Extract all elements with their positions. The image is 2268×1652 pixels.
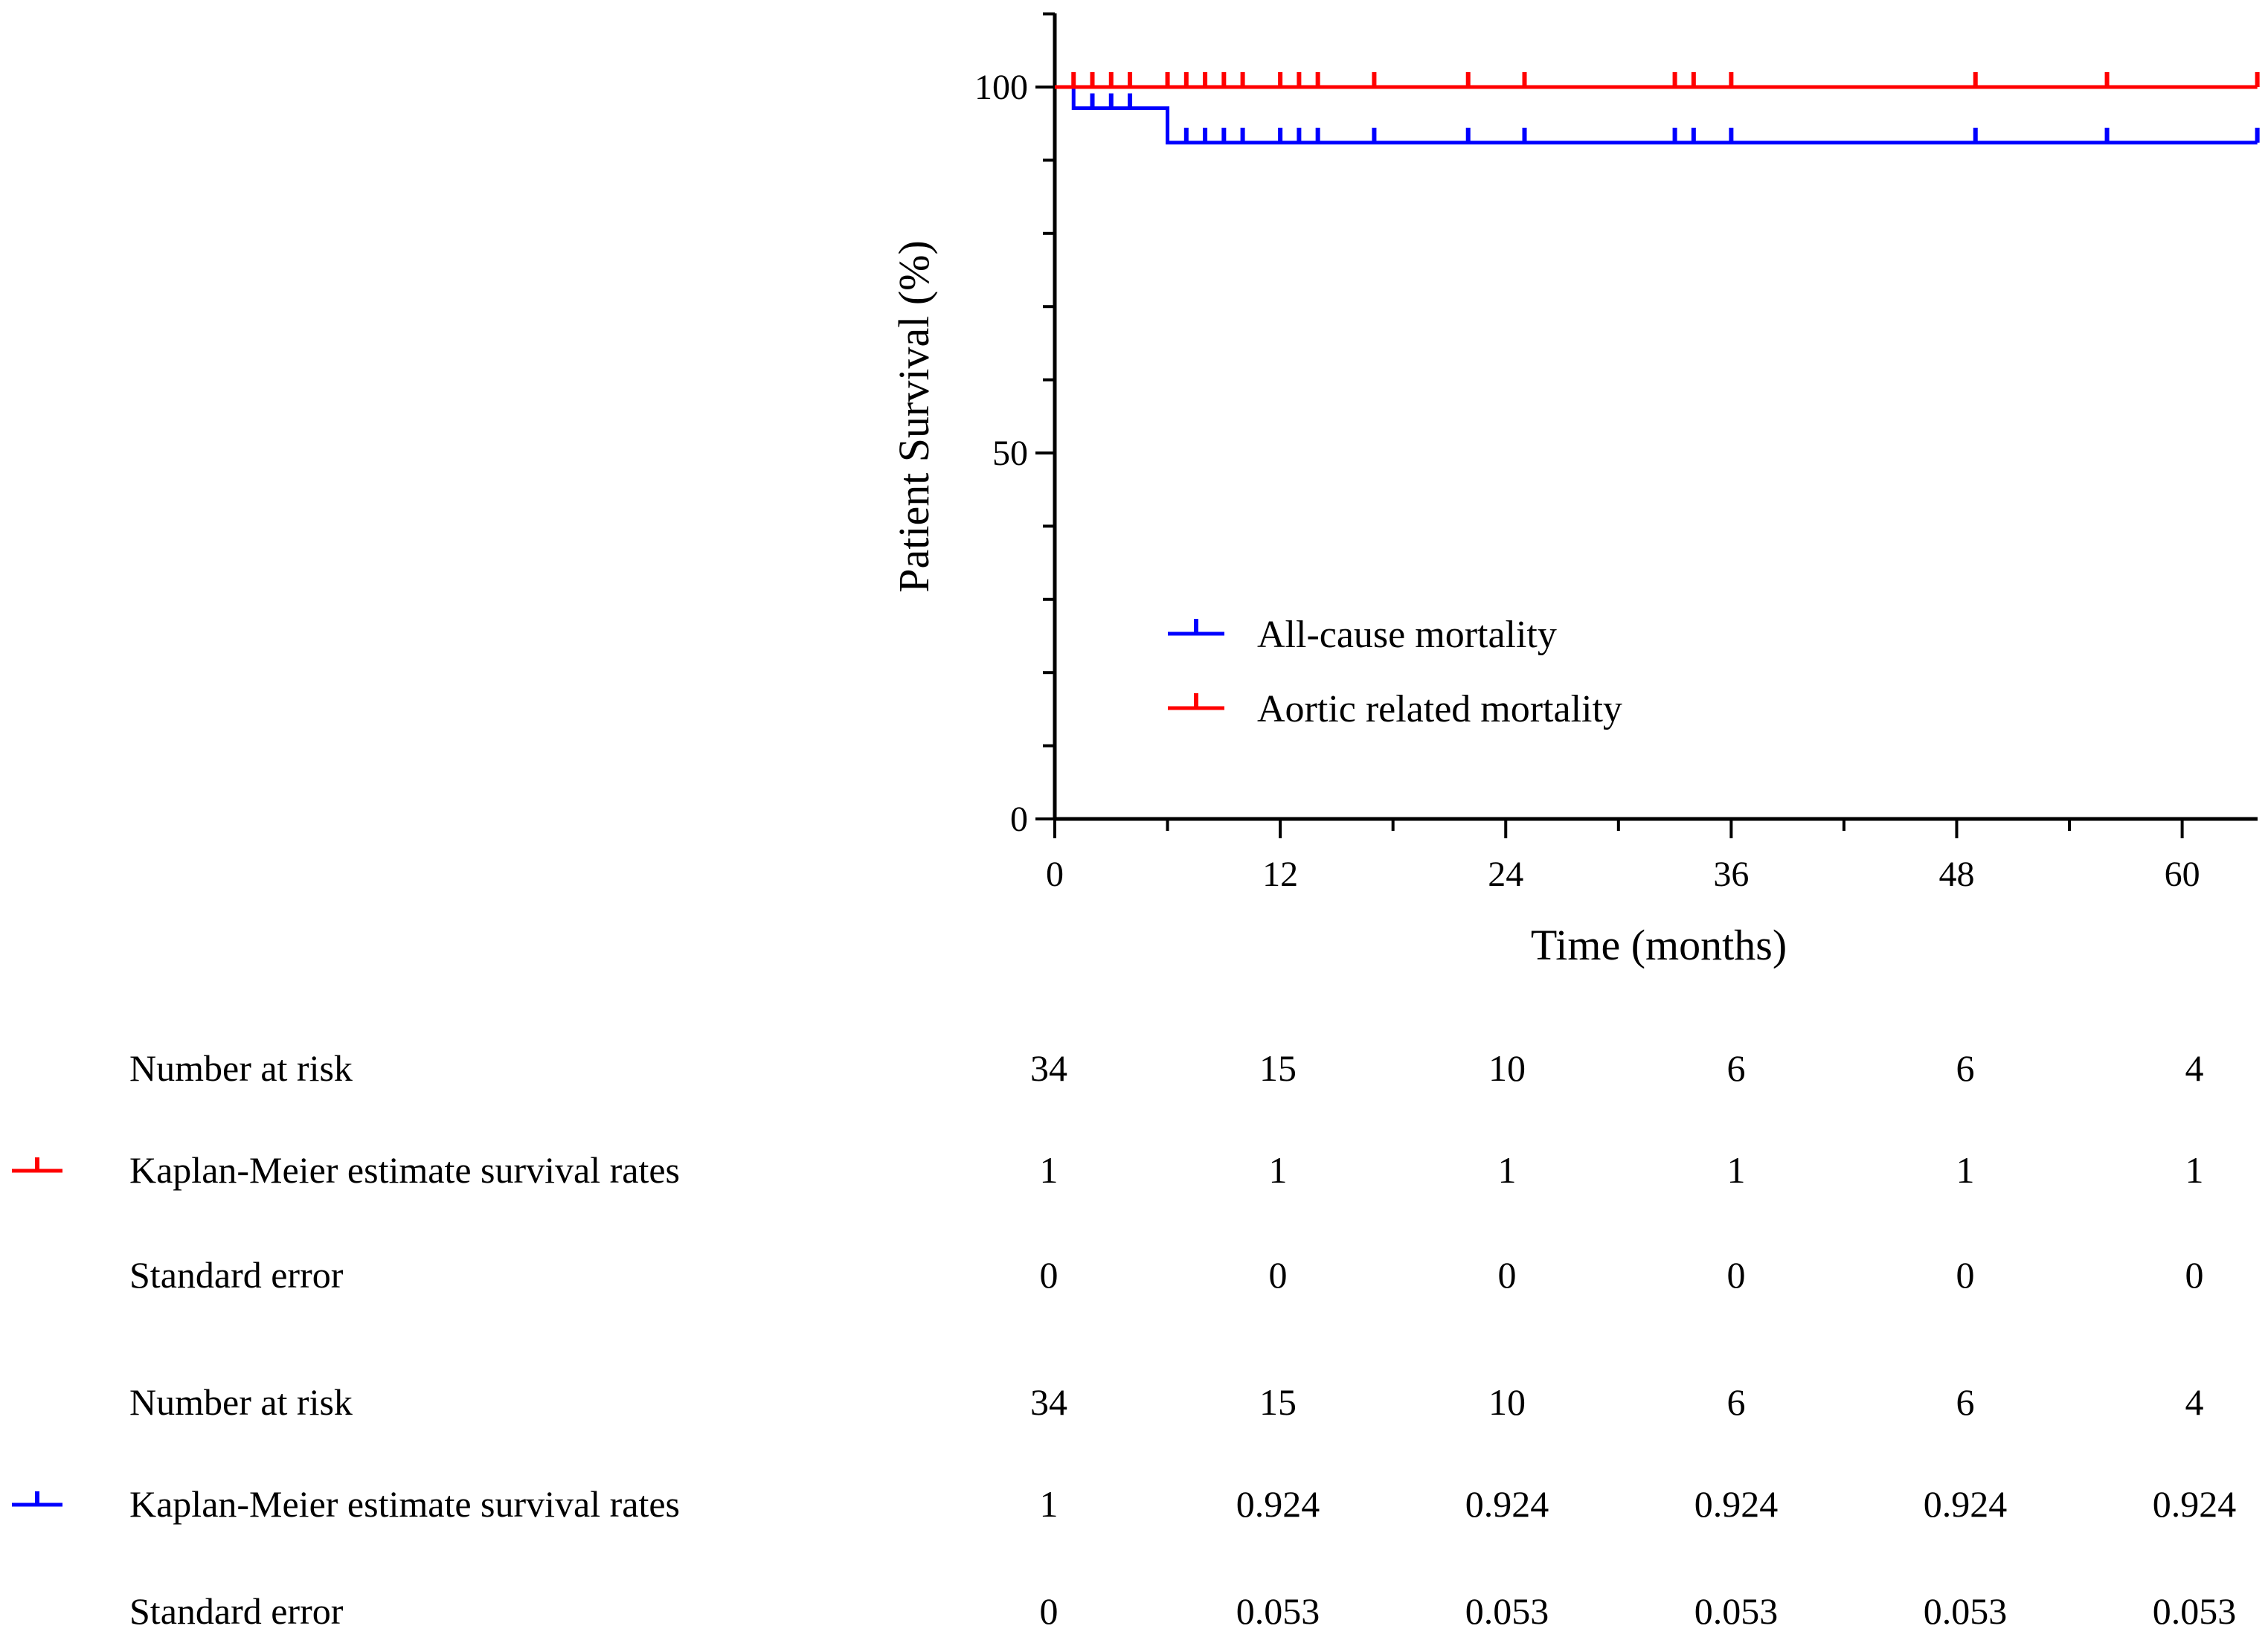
x-axis-label: Time (months): [1531, 921, 1787, 969]
risk-cell: 1: [1727, 1149, 1746, 1191]
y-tick-label: 0: [1010, 800, 1028, 839]
risk-row-label: Standard error: [129, 1590, 344, 1632]
risk-cell: 0: [1727, 1254, 1746, 1296]
risk-cell: 0.053: [1465, 1590, 1549, 1632]
risk-cell: 15: [1259, 1047, 1297, 1089]
x-tick-label: 12: [1262, 855, 1298, 894]
risk-cell: 0: [1269, 1254, 1288, 1296]
risk-cell: 6: [1727, 1381, 1746, 1423]
risk-cell: 10: [1488, 1381, 1526, 1423]
risk-cell: 0.924: [1924, 1483, 2008, 1525]
risk-cell: 34: [1030, 1047, 1067, 1089]
risk-cell: 1: [2185, 1149, 2204, 1191]
risk-cell: 15: [1259, 1381, 1297, 1423]
risk-cell: 0.924: [1694, 1483, 1779, 1525]
risk-cell: 6: [1956, 1381, 1975, 1423]
survival-curves: [1055, 85, 2258, 145]
legend-label: Aortic related mortality: [1257, 688, 1622, 730]
risk-cell: 1: [1956, 1149, 1975, 1191]
legend-label: All-cause mortality: [1257, 614, 1557, 656]
censor-marks: [1071, 72, 2260, 143]
risk-cell: 4: [2185, 1381, 2204, 1423]
risk-cell: 6: [1727, 1047, 1746, 1089]
risk-cell: 0: [1040, 1590, 1058, 1632]
risk-cell: 6: [1956, 1047, 1975, 1089]
x-tick-label: 60: [2165, 855, 2200, 894]
risk-cell: 4: [2185, 1047, 2204, 1089]
legend: All-cause mortality Aortic related mortal…: [1168, 614, 1622, 730]
risk-cell: 0.924: [1236, 1483, 1320, 1525]
risk-cell: 0: [1040, 1254, 1058, 1296]
risk-cell: 0: [1956, 1254, 1975, 1296]
y-axis-label: Patient Survival (%): [890, 240, 938, 593]
risk-row-label: Number at risk: [129, 1381, 353, 1423]
x-tick-label: 24: [1488, 855, 1523, 894]
risk-row-label: Kaplan-Meier estimate survival rates: [129, 1149, 680, 1191]
risk-cell: 1: [1269, 1149, 1288, 1191]
risk-row-label: Kaplan-Meier estimate survival rates: [129, 1483, 680, 1525]
x-tick-label: 36: [1713, 855, 1749, 894]
x-tick-label: 48: [1938, 855, 1974, 894]
risk-cell: 0.053: [2153, 1590, 2237, 1632]
risk-cell: 34: [1030, 1381, 1067, 1423]
risk-cell: 0.924: [2153, 1483, 2237, 1525]
y-tick-label: 100: [974, 68, 1028, 107]
risk-cell: 0: [1498, 1254, 1517, 1296]
risk-cell: 10: [1488, 1047, 1526, 1089]
risk-cell: 0.053: [1236, 1590, 1320, 1632]
risk-cell: 0.053: [1694, 1590, 1779, 1632]
y-tick-label: 50: [992, 434, 1028, 473]
risk-cell: 0.924: [1465, 1483, 1549, 1525]
axes: 0 50 100 0 12 24 36 48 60: [974, 12, 2258, 894]
risk-cell: 0.053: [1924, 1590, 2008, 1632]
survival-curve-all-cause: [1055, 85, 2258, 145]
risk-cell: 1: [1498, 1149, 1517, 1191]
risk-row-label: Standard error: [129, 1254, 344, 1296]
risk-cell: 1: [1040, 1483, 1058, 1525]
risk-row-label: Number at risk: [129, 1047, 353, 1089]
risk-cell: 0: [2185, 1254, 2204, 1296]
risk-cell: 1: [1040, 1149, 1058, 1191]
x-tick-label: 0: [1046, 855, 1064, 894]
